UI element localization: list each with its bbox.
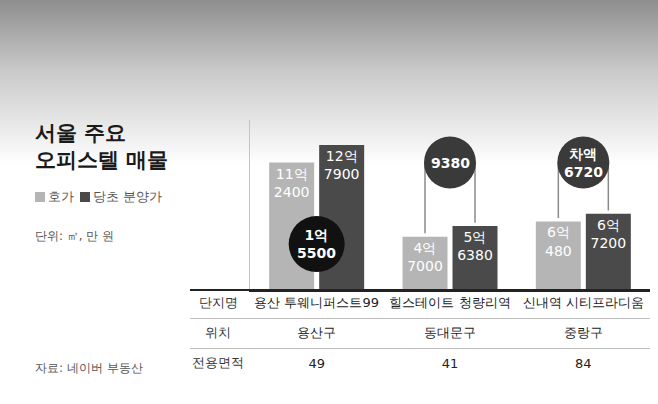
html-text:호가: 호가 <box>48 189 74 204</box>
html-text:힐스테이트 청량리역: 힐스테이트 청량리역 <box>389 295 511 310</box>
svg-text:6억480: 6억480 <box>545 224 572 258</box>
html-text:중랑구: 중랑구 <box>563 325 603 340</box>
html-text:84: 84 <box>575 355 592 371</box>
html-text:단위: ㎡, 만 원: 단위: ㎡, 만 원 <box>35 229 115 243</box>
svg-text:차액6720: 차액6720 <box>564 146 603 180</box>
html-text:용산구: 용산구 <box>297 325 337 340</box>
html-text:위치: 위치 <box>205 325 231 340</box>
svg-text:1억5500: 1억5500 <box>297 227 336 261</box>
html-text:전용면적: 전용면적 <box>192 355 244 370</box>
html-text:당초 분양가: 당초 분양가 <box>93 189 163 204</box>
html-text:신내역 시티프라디움: 신내역 시티프라디움 <box>522 295 644 310</box>
svg-text:9380: 9380 <box>431 155 470 171</box>
html-text:단지명: 단지명 <box>198 295 238 310</box>
html-text:용산 투웨니퍼스트99: 용산 투웨니퍼스트99 <box>254 295 379 310</box>
html-text:49: 49 <box>308 355 325 371</box>
svg-text:4억7000: 4억7000 <box>407 240 443 274</box>
html-text:동대문구: 동대문구 <box>424 325 476 340</box>
svg-text:6억7200: 6억7200 <box>591 217 627 251</box>
svg-text:12억7900: 12억7900 <box>324 148 360 182</box>
html-text:자료: 네이버 부동산: 자료: 네이버 부동산 <box>35 361 143 375</box>
svg-text:11억2400: 11억2400 <box>274 166 310 200</box>
html-text:41: 41 <box>441 355 459 371</box>
html-text:서울 주요 오피스텔 매물: 서울 주요 오피스텔 매물 <box>35 121 169 173</box>
svg-text:5억6380: 5억6380 <box>457 229 493 263</box>
